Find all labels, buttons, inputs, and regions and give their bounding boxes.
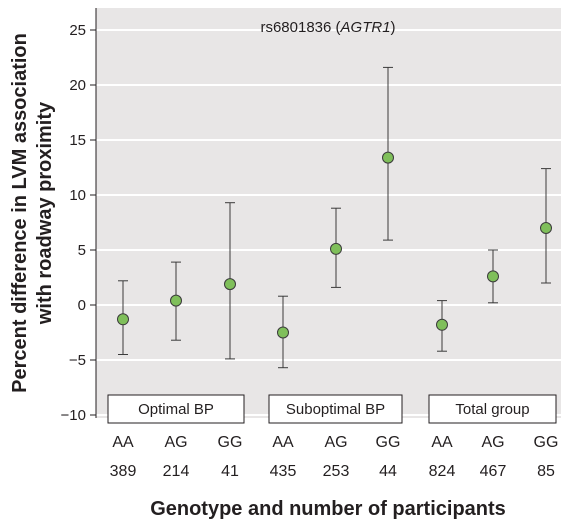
participant-count: 44: [379, 463, 397, 480]
genotype-label: GG: [534, 434, 559, 451]
chart-title-gene: AGTR1: [340, 19, 391, 36]
chart-title-snp: rs6801836: [260, 19, 331, 36]
data-point: [382, 151, 394, 164]
group-label: Suboptimal BP: [286, 401, 385, 418]
y-tick-label: 20: [69, 77, 86, 94]
data-point: [540, 222, 552, 234]
data-point: [277, 326, 289, 339]
chart-title-paren-open: (: [331, 19, 340, 36]
x-axis-title: Genotype and number of participants: [150, 498, 506, 520]
participant-count: 85: [537, 463, 555, 480]
data-point: [487, 270, 499, 283]
chart-title-paren-close: ): [391, 19, 396, 36]
y-tick-label: 0: [78, 297, 86, 314]
genotype-label: AA: [272, 434, 294, 451]
group-label: Optimal BP: [138, 401, 214, 418]
genotype-label: AG: [164, 434, 187, 451]
group-box: [428, 394, 557, 424]
group-label: Total group: [455, 401, 529, 418]
y-tick-label: 5: [78, 242, 86, 259]
participant-count: 41: [221, 463, 239, 480]
y-tick-label: 15: [69, 132, 86, 149]
participant-count: 467: [480, 463, 507, 480]
participant-count: 253: [323, 463, 350, 480]
x-axis-categories: AA 389 AG 214 GG 41 AA 435 AG 253 GG 44 AA 824 AG 467 GG…: [110, 434, 559, 480]
y-axis-title-line2: with roadway proximity: [34, 101, 56, 325]
genotype-label: GG: [218, 434, 243, 451]
data-point: [330, 242, 342, 255]
data-point: [170, 294, 182, 307]
y-tick-label: −5: [69, 352, 86, 369]
participant-count: 435: [270, 463, 297, 480]
group-labels: Optimal BP Suboptimal BP Total group: [107, 394, 557, 424]
genotype-label: AA: [431, 434, 453, 451]
plot-area: [96, 8, 561, 418]
genotype-label: AG: [481, 434, 504, 451]
y-tick-label: 25: [69, 22, 86, 39]
participant-count: 214: [163, 463, 190, 480]
data-point: [436, 318, 448, 331]
genotype-label: AG: [324, 434, 347, 451]
participant-count: 824: [429, 463, 456, 480]
y-tick-label: 10: [69, 187, 86, 204]
group-box: [268, 394, 403, 424]
genotype-label: GG: [376, 434, 401, 451]
data-point: [117, 313, 129, 326]
data-point: [224, 278, 236, 291]
group-box: [107, 394, 245, 424]
genotype-label: AA: [112, 434, 134, 451]
y-axis-title-line1: Percent difference in LVM association: [9, 33, 31, 393]
participant-count: 389: [110, 463, 137, 480]
y-tick-label: −10: [61, 407, 86, 424]
y-axis-ticks: 25 20 15 10 5 0 −5 −10: [61, 8, 97, 424]
data-points: [117, 151, 552, 339]
chart-title: rs6801836 (AGTR1): [260, 19, 395, 36]
